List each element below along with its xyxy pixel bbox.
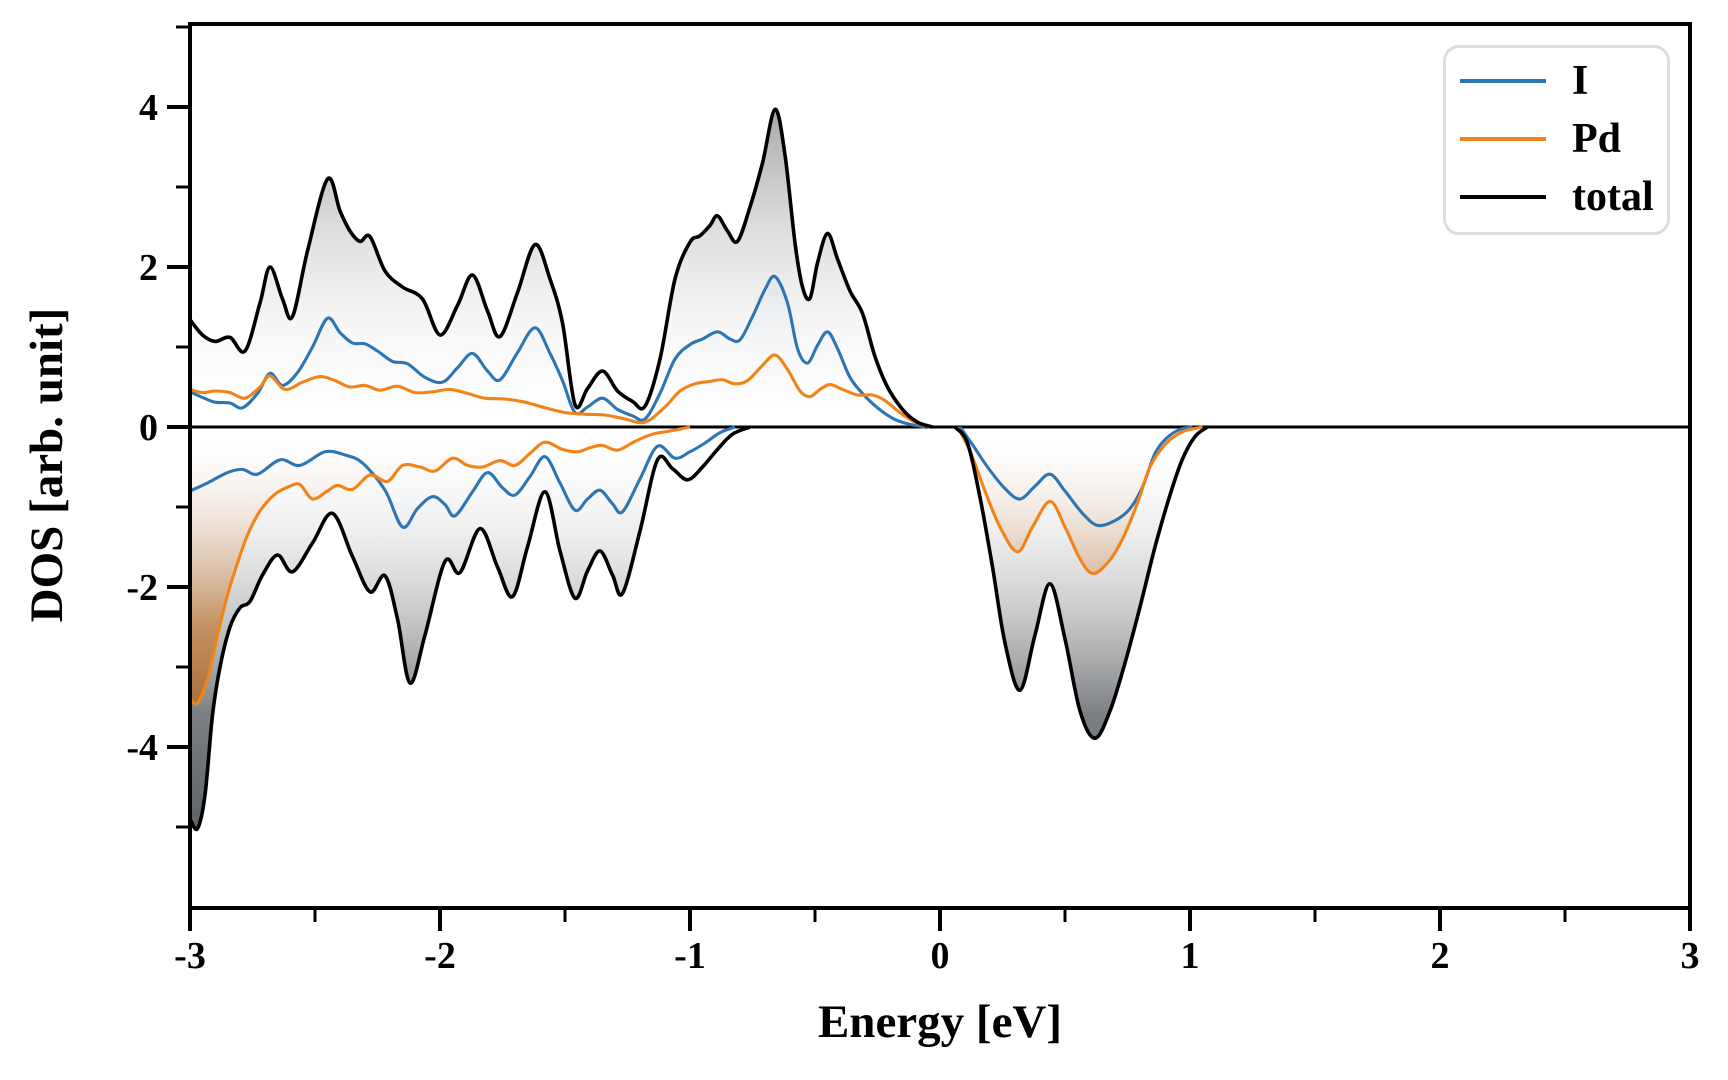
curve-Pd [190, 353, 931, 429]
curve-Pd [190, 425, 691, 706]
legend-line-sample-I [1460, 79, 1546, 83]
axes: -3 -2 -1 0 1 2 3 -4 -2 0 2 4 [126, 22, 1700, 977]
legend-label-I: I [1572, 58, 1589, 104]
dos-curves [190, 107, 1690, 832]
legend-line-sample-total [1460, 195, 1546, 199]
legend-line-sample-Pd [1460, 137, 1546, 141]
x-axis-title: Energy [eV] [817, 996, 1063, 1048]
legend-item-Pd: Pd [1460, 110, 1667, 168]
curve-I [958, 425, 1193, 528]
curve-total [190, 107, 934, 429]
legend-item-I: I [1460, 52, 1667, 110]
x-tick-label: 0 [931, 935, 950, 977]
fill-total [190, 427, 750, 830]
legend: I Pd total [1443, 45, 1670, 235]
x-tick-label: 2 [1431, 935, 1450, 977]
y-tick-label: 2 [139, 247, 158, 289]
y-tick-label: 4 [139, 87, 158, 129]
x-tick-label: 1 [1181, 935, 1200, 977]
legend-item-total: total [1460, 168, 1667, 226]
curve-Pd [956, 425, 1203, 575]
fill-Pd [190, 427, 690, 704]
x-tick-label: -1 [674, 935, 706, 977]
curve-I [190, 425, 736, 529]
fill-I [190, 427, 735, 528]
y-tick-label: -4 [126, 727, 158, 769]
y-tick-label: 0 [139, 407, 158, 449]
x-tick-label: -2 [424, 935, 456, 977]
fill-Pd [190, 354, 930, 427]
y-tick-label: -2 [126, 567, 158, 609]
legend-label-total: total [1572, 174, 1654, 220]
fill-Pd [957, 427, 1203, 574]
legend-label-Pd: Pd [1572, 116, 1622, 162]
x-tick-label: 3 [1681, 935, 1700, 977]
y-axis-title: DOS [arb. unit] [21, 307, 73, 623]
curve-total [190, 425, 751, 832]
curve-total [953, 425, 1209, 740]
x-tick-label: -3 [174, 935, 206, 977]
